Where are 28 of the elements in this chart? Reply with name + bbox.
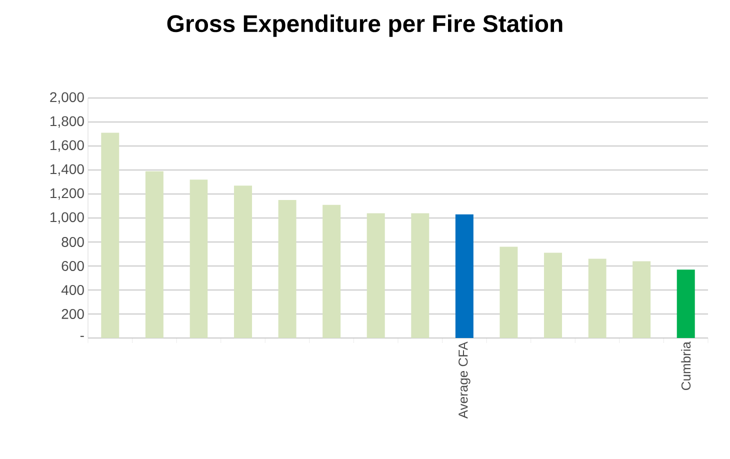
bar <box>190 180 208 338</box>
x-tick-label: Cumbria <box>681 342 691 390</box>
bar <box>101 132 120 338</box>
bar <box>411 213 430 338</box>
y-tick-label: 1,400 <box>50 164 84 176</box>
bar <box>544 252 562 338</box>
bar <box>500 246 518 338</box>
bar <box>322 204 341 338</box>
bar <box>588 258 606 338</box>
bar <box>278 200 296 338</box>
y-tick-label: 400 <box>61 285 84 295</box>
y-tick-label: 800 <box>62 237 84 247</box>
y-tick-label: 1,000 <box>50 212 84 224</box>
y-tick-label: 1,600 <box>50 140 84 152</box>
bar <box>234 186 252 338</box>
y-tick-label: 600 <box>62 261 84 271</box>
bar <box>632 261 651 338</box>
bar <box>676 270 695 338</box>
y-tick-label: 2,000 <box>50 92 84 104</box>
y-tick-label: 1,800 <box>50 116 84 128</box>
y-tick-label: - <box>80 336 84 337</box>
y-tick-label: 1,200 <box>50 188 84 200</box>
x-tick-label: Average CFA <box>458 342 470 419</box>
y-tick-label: 200 <box>62 309 84 319</box>
bar <box>145 171 164 338</box>
chart-title: Gross Expenditure per Fire Station <box>167 14 562 37</box>
bar <box>455 214 474 338</box>
bar <box>366 213 385 338</box>
